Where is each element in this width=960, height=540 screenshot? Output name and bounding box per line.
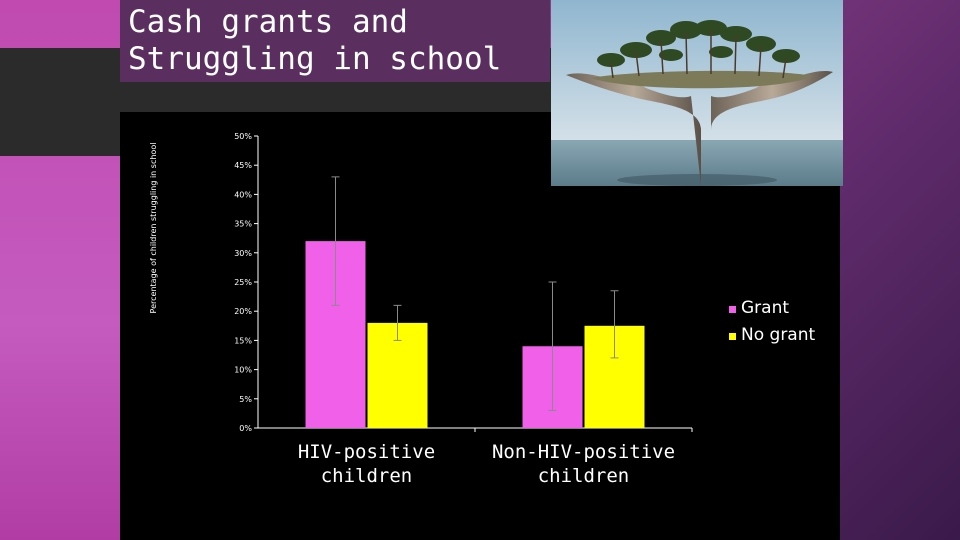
title-line-1: Cash grants and (128, 4, 408, 40)
legend-label: Grant (741, 298, 789, 318)
y-tick-label: 50% (234, 132, 252, 141)
x-category-label: children (321, 465, 413, 487)
x-category-label: children (538, 465, 630, 487)
y-tick-label: 35% (234, 220, 252, 229)
y-tick-label: 5% (239, 395, 252, 404)
slide-title: Cash grants and Struggling in school (128, 4, 501, 78)
y-tick-label: 0% (239, 424, 252, 433)
title-line-2: Struggling in school (128, 41, 502, 77)
y-tick-label: 40% (234, 190, 252, 199)
legend-label: No grant (741, 325, 815, 345)
legend-swatch (729, 306, 736, 313)
y-tick-label: 15% (234, 336, 252, 345)
y-tick-label: 20% (234, 307, 252, 316)
title-block (120, 0, 550, 82)
hands-island-photo (551, 0, 843, 186)
y-tick-label: 10% (234, 366, 252, 375)
y-axis-label: Percentage of children struggling in sch… (149, 143, 158, 314)
y-tick-label: 45% (234, 161, 252, 170)
y-tick-label: 25% (234, 278, 252, 287)
x-category-label: Non-HIV-positive (492, 441, 675, 463)
legend-swatch (729, 333, 736, 340)
y-tick-label: 30% (234, 249, 252, 258)
x-category-label: HIV-positive (298, 441, 435, 463)
